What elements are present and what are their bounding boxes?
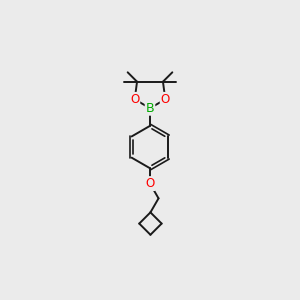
Text: O: O [161,93,170,106]
Text: B: B [146,102,154,115]
Text: O: O [146,177,154,190]
Text: O: O [130,93,139,106]
